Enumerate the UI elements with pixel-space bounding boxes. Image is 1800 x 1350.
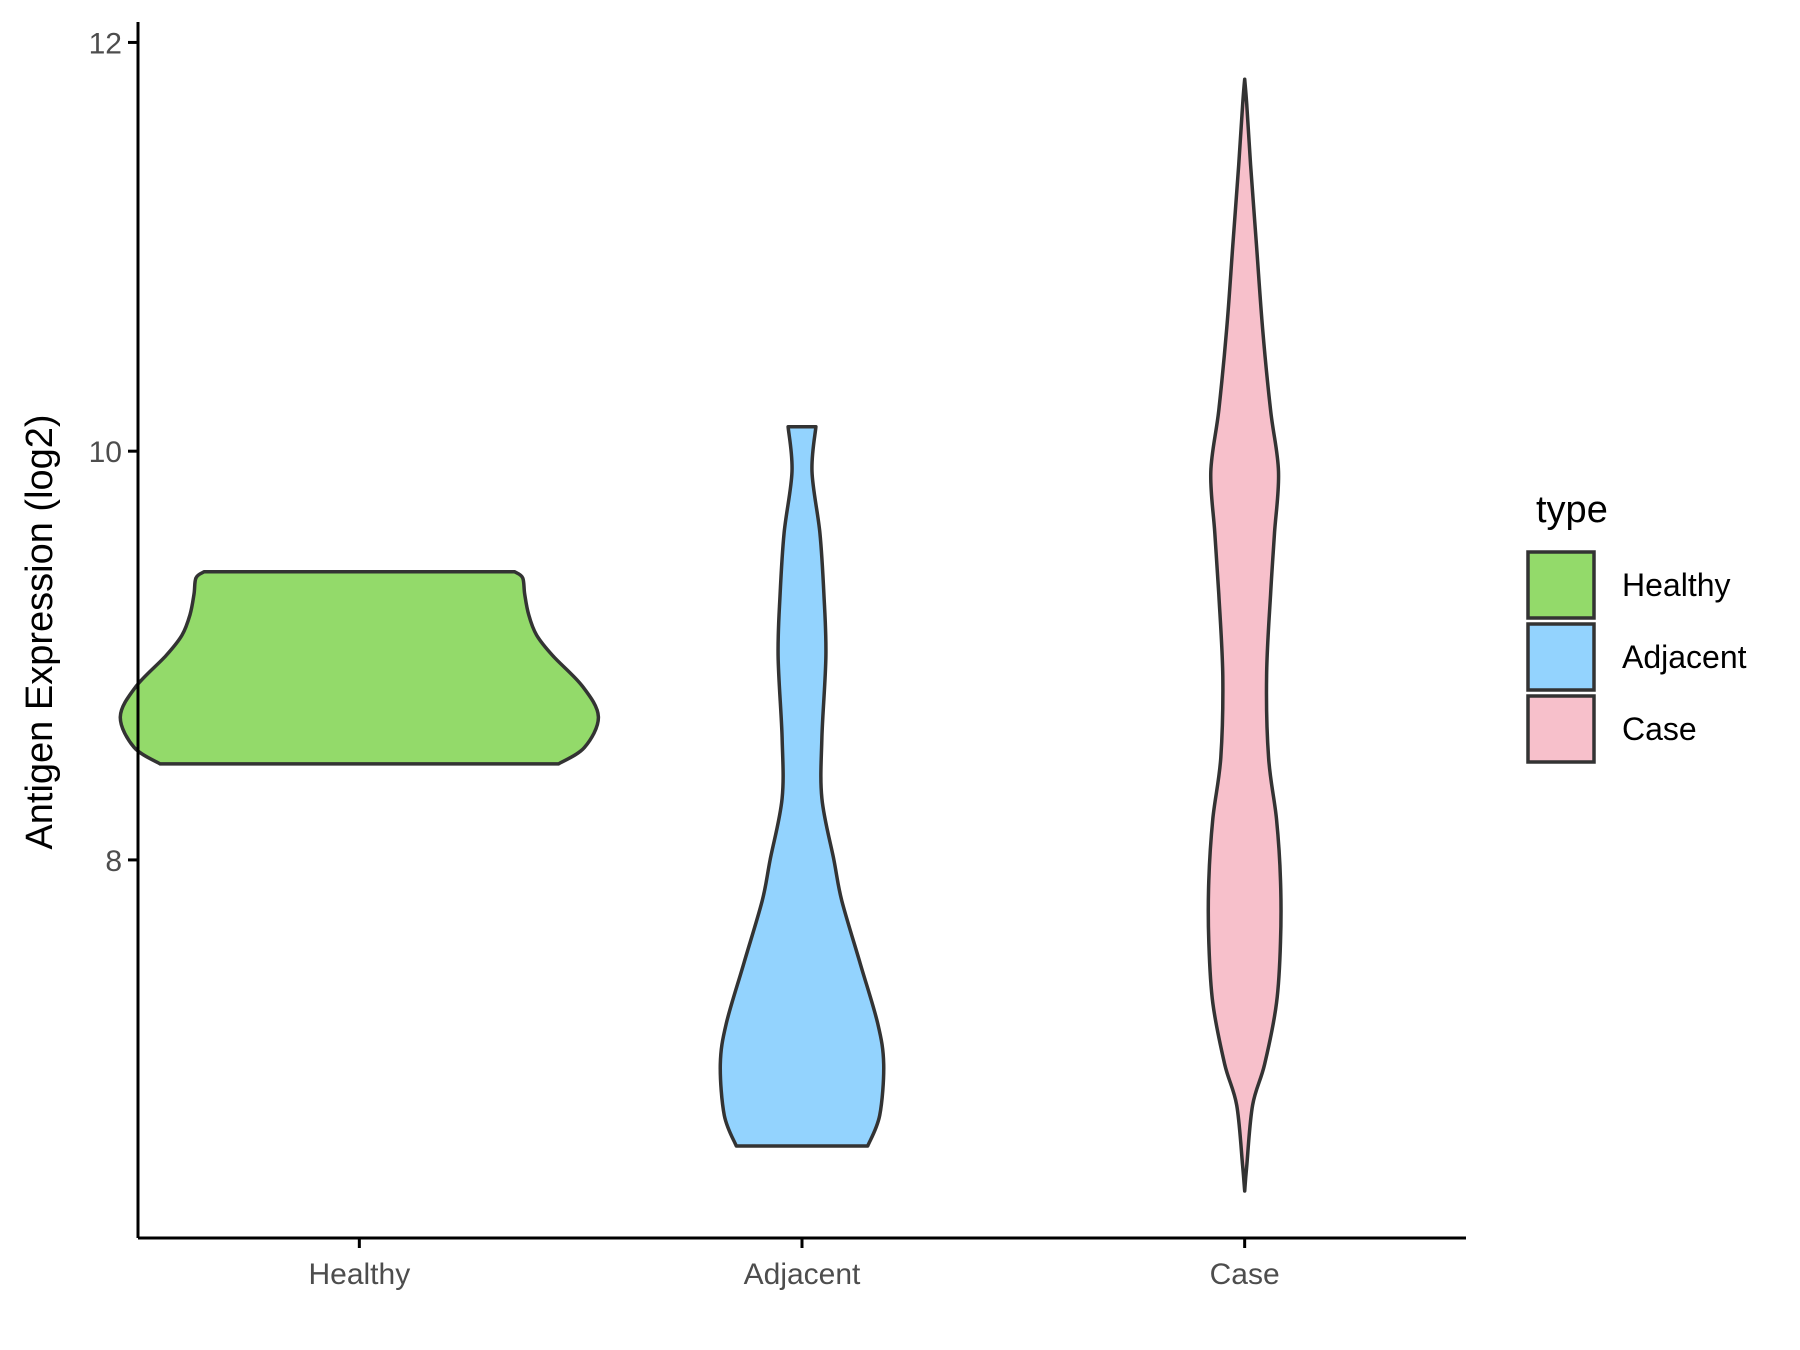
legend-key-case [1526, 694, 1596, 764]
y-tick-label: 12 [89, 27, 122, 60]
x-tick-label-case: Case [1210, 1258, 1280, 1291]
x-tick-label-healthy: Healthy [308, 1258, 410, 1291]
x-axis: Healthy Adjacent Case [138, 1236, 1466, 1291]
x-tick-label-adjacent: Adjacent [744, 1258, 861, 1291]
legend-label-case: Case [1622, 711, 1697, 747]
violin-case [1206, 77, 1283, 1193]
y-axis: 8 10 12 [89, 22, 140, 1238]
legend-key-healthy [1526, 550, 1596, 620]
y-tick-label: 8 [105, 845, 122, 878]
legend-label-adjacent: Adjacent [1622, 639, 1747, 675]
legend-title: type [1536, 489, 1608, 531]
legend: type Healthy Adjacent Case [1526, 489, 1747, 764]
legend-label-healthy: Healthy [1622, 567, 1731, 603]
y-tick-label: 10 [89, 436, 122, 469]
y-axis-title: Antigen Expression (log2) [19, 414, 61, 849]
violin-adjacent [718, 424, 886, 1148]
violin-healthy [118, 570, 601, 766]
violin-layer [118, 77, 1283, 1193]
legend-key-adjacent [1526, 622, 1596, 692]
